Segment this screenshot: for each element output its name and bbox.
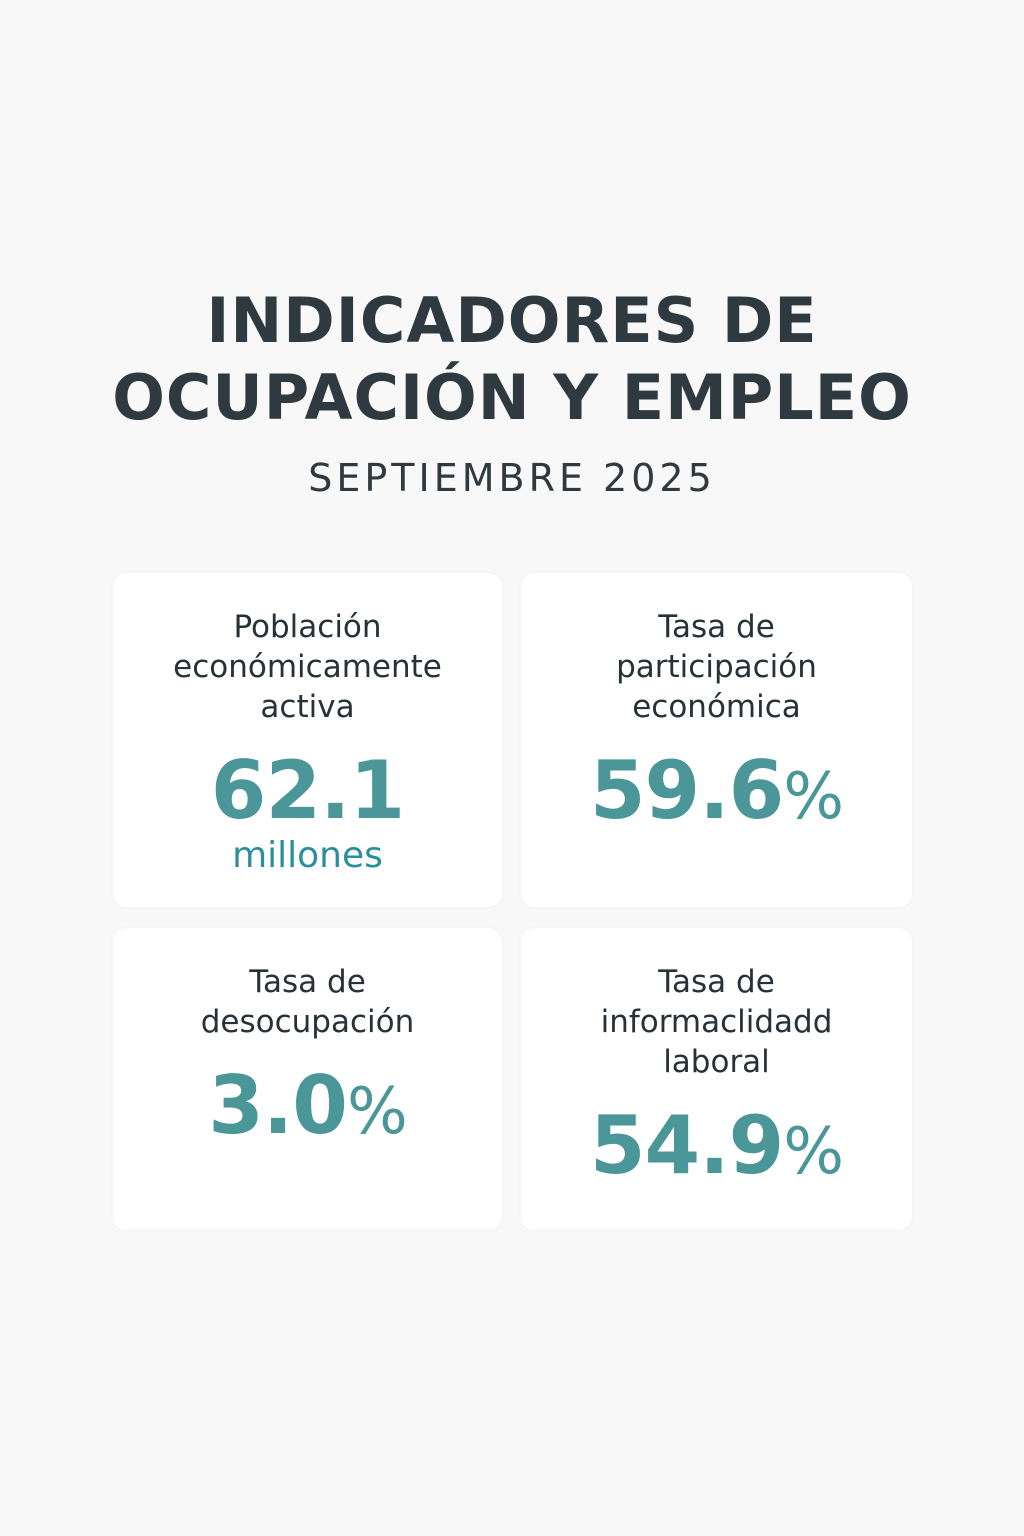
label-line: activa xyxy=(260,689,355,725)
label-line: Tasa de xyxy=(658,964,775,1000)
card-label: Tasa de desocupación xyxy=(113,962,502,1042)
label-line: Tasa de xyxy=(249,964,366,1000)
label-line: económicamente xyxy=(173,649,442,685)
percent-sign: % xyxy=(783,1115,844,1189)
card-tasa-participacion: Tasa de participación económica 59.6% xyxy=(521,573,912,907)
card-value: 54.9% xyxy=(521,1104,912,1194)
value-number: 54.9 xyxy=(589,1099,784,1192)
card-value: 59.6% xyxy=(521,749,912,839)
card-tasa-desocupacion: Tasa de desocupación 3.0% xyxy=(113,928,502,1230)
card-value: 3.0% xyxy=(113,1064,502,1154)
label-line: informaclidadd xyxy=(600,1004,833,1040)
label-line: Población xyxy=(233,609,382,645)
label-line: laboral xyxy=(663,1044,770,1080)
percent-sign: % xyxy=(346,1075,408,1149)
value-number: 62.1 xyxy=(210,744,405,837)
percent-sign: % xyxy=(783,760,844,834)
value-number: 59.6 xyxy=(589,744,784,837)
label-line: económica xyxy=(632,689,801,725)
page-title: INDICADORES DE OCUPACIÓN Y EMPLEO xyxy=(0,282,1024,436)
label-line: participación xyxy=(616,649,817,685)
label-line: Tasa de xyxy=(658,609,775,645)
card-value: 62.1 xyxy=(113,749,502,833)
value-number: 3.0 xyxy=(208,1059,348,1152)
card-label: Tasa de informaclidadd laboral xyxy=(521,962,912,1082)
card-label: Población económicamente activa xyxy=(113,607,502,727)
card-poblacion-activa: Población económicamente activa 62.1 mil… xyxy=(113,573,502,907)
card-label: Tasa de participación económica xyxy=(521,607,912,727)
title-line-1: INDICADORES DE xyxy=(206,284,818,357)
title-line-2: OCUPACIÓN Y EMPLEO xyxy=(112,361,912,434)
card-tasa-informalidad: Tasa de informaclidadd laboral 54.9% xyxy=(521,928,912,1230)
page-subtitle: SEPTIEMBRE 2025 xyxy=(308,456,716,500)
card-unit: millones xyxy=(232,835,383,876)
label-line: desocupación xyxy=(200,1004,415,1040)
